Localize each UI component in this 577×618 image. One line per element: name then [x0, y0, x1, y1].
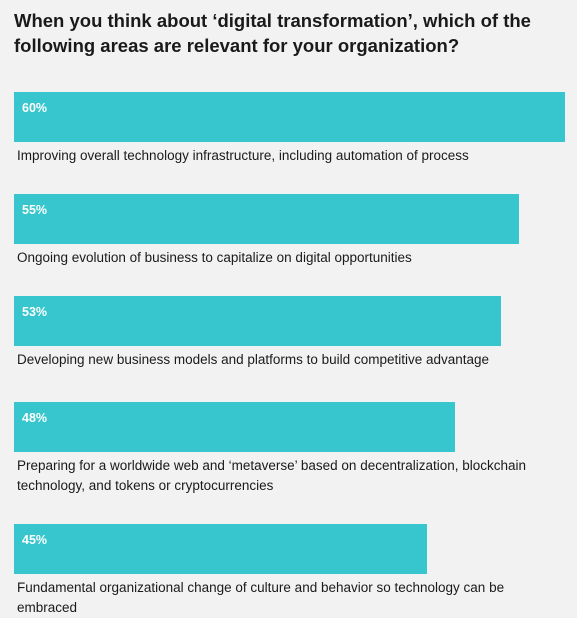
- bar-item: 60% Improving overall technology infrastr…: [14, 92, 565, 166]
- bar-item: 45% Fundamental organizational change of …: [14, 524, 565, 618]
- bar-value-label: 60%: [22, 101, 48, 115]
- bar-category-label: Improving overall technology infrastruct…: [17, 148, 469, 163]
- bar-value-label: 48%: [22, 411, 48, 425]
- bar-category-label: Developing new business models and platf…: [17, 352, 490, 367]
- bar-category-label: Fundamental organizational change of cul…: [17, 580, 505, 615]
- bar: 55%: [14, 194, 519, 244]
- bar-category-label: Preparing for a worldwide web and ‘metav…: [17, 458, 527, 493]
- chart-title: When you think about ‘digital transforma…: [14, 10, 531, 56]
- bar-item: 48% Preparing for a worldwide web and ‘me…: [14, 402, 565, 496]
- bar-item: 55% Ongoing evolution of business to capi…: [14, 194, 565, 268]
- bar-value-label: 53%: [22, 305, 48, 319]
- bar: 45%: [14, 524, 427, 574]
- bar-value-label: 55%: [22, 203, 48, 217]
- bar: 60%: [14, 92, 565, 142]
- bar-value-label: 45%: [22, 533, 48, 547]
- bar-category-label: Ongoing evolution of business to capital…: [17, 250, 412, 265]
- bar-item: 53% Developing new business models and pl…: [14, 296, 565, 370]
- bar: 53%: [14, 296, 501, 346]
- bar-chart: 60% Improving overall technology infrastr…: [14, 92, 565, 618]
- bar: 48%: [14, 402, 455, 452]
